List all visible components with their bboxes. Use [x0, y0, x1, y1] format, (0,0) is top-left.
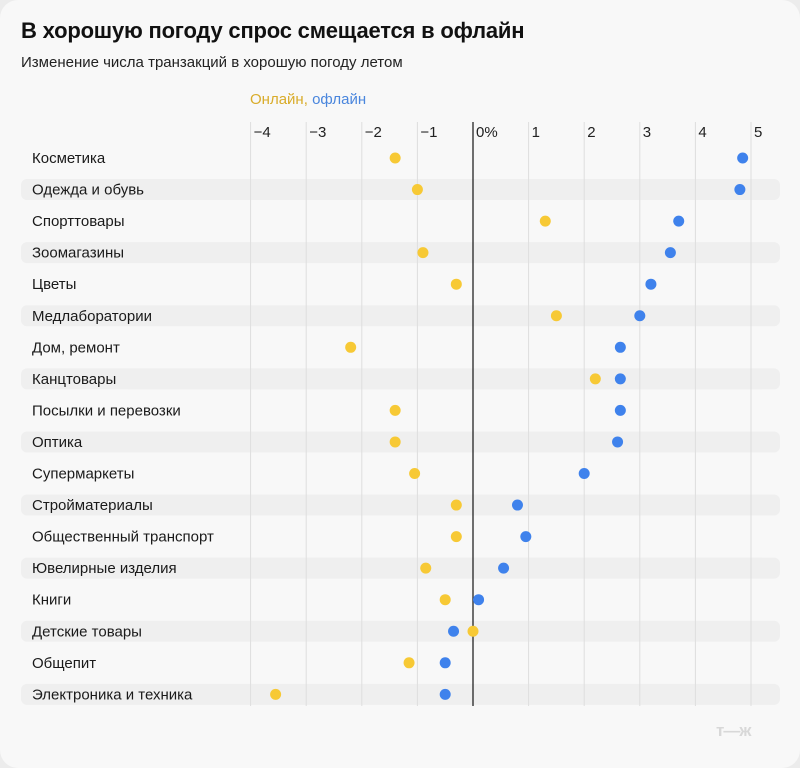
dot-online [450, 499, 462, 511]
category-label: Одежда и обувь [32, 182, 144, 199]
category-label: Дом, ремонт [32, 339, 120, 356]
x-tick-label: −2 [365, 124, 382, 141]
category-label: Ювелирные изделия [32, 560, 177, 577]
legend-offline: офлайн [312, 91, 367, 108]
category-label: Стройматериалы [32, 497, 153, 514]
dot-offline [614, 373, 626, 385]
dot-offline [614, 404, 626, 416]
dot-online [389, 152, 401, 164]
category-label: Канцтовары [32, 371, 116, 388]
dot-offline [439, 688, 451, 700]
dot-offline [645, 278, 657, 290]
row-stripe [21, 620, 780, 642]
dot-offline [734, 184, 746, 196]
logo: т—ж [716, 721, 751, 740]
row-stripe [21, 368, 780, 390]
dot-online [467, 625, 479, 637]
row-stripe [21, 242, 780, 264]
dot-online [409, 468, 421, 479]
dot-offline [673, 215, 685, 227]
dot-online [389, 404, 401, 416]
dot-online [403, 657, 415, 669]
dot-offline [511, 499, 523, 511]
category-label: Косметика [32, 150, 106, 167]
category-label: Оптика [32, 434, 83, 451]
dot-offline [473, 594, 485, 606]
dot-online [450, 531, 462, 543]
dot-online [417, 247, 429, 259]
dot-online [420, 562, 432, 574]
category-label: Супермаркеты [32, 466, 134, 483]
x-tick-label: 4 [698, 124, 706, 141]
legend-online: Онлайн, [250, 91, 308, 108]
category-labels: Косметика Одежда и обувь Спорттовары Зоомаг… [32, 150, 214, 703]
dot-offline [578, 468, 590, 479]
category-label: Электроника и техника [32, 686, 193, 703]
category-label: Посылки и перевозки [32, 402, 181, 419]
dot-online [389, 436, 401, 448]
dot-offline [439, 657, 451, 669]
row-stripe [21, 683, 780, 705]
dot-offline [634, 310, 646, 322]
gridlines [250, 122, 752, 706]
chart-title: В хорошую погоду спрос смещается в офлай… [21, 18, 525, 43]
legend: Онлайн, офлайн [250, 91, 366, 108]
dot-online [345, 341, 357, 353]
row-stripe [21, 494, 780, 516]
category-label: Общепит [32, 655, 96, 672]
dot-offline [520, 531, 532, 543]
row-stripe [21, 179, 780, 201]
x-tick-label: −4 [254, 124, 271, 141]
data-points [270, 152, 749, 700]
x-tick-label: 0% [476, 124, 498, 141]
chart-subtitle: Изменение числа транзакций в хорошую пог… [21, 54, 403, 71]
x-tick-label: 2 [587, 124, 595, 141]
x-tick-label: −3 [309, 124, 326, 141]
dot-online [589, 373, 601, 385]
x-tick-label: 1 [532, 124, 540, 141]
category-label: Детские товары [32, 623, 142, 640]
row-stripes [21, 179, 780, 705]
x-tick-label: 3 [643, 124, 651, 141]
dot-offline [448, 625, 460, 637]
row-stripe [21, 557, 780, 579]
x-tick-labels: −4 −3 −2 −1 0% 1 2 3 4 5 [254, 124, 763, 141]
dot-online [411, 184, 423, 196]
dot-online [539, 215, 551, 227]
x-tick-label: −1 [420, 124, 437, 141]
category-label: Медлаборатории [32, 308, 152, 325]
category-label: Книги [32, 592, 71, 609]
dot-online [439, 594, 451, 606]
category-label: Цветы [32, 276, 76, 293]
dot-offline [614, 341, 626, 353]
dot-offline [737, 152, 749, 164]
dot-online [450, 278, 462, 290]
dot-offline [664, 247, 676, 259]
category-label: Зоомагазины [32, 245, 124, 262]
x-tick-label: 5 [754, 124, 762, 141]
category-label: Спорттовары [32, 213, 125, 230]
category-label: Общественный транспорт [32, 529, 214, 546]
dot-online [550, 310, 562, 322]
dot-online [270, 688, 282, 700]
dot-offline [498, 562, 510, 574]
row-stripe [21, 305, 780, 327]
dot-offline [612, 436, 624, 448]
